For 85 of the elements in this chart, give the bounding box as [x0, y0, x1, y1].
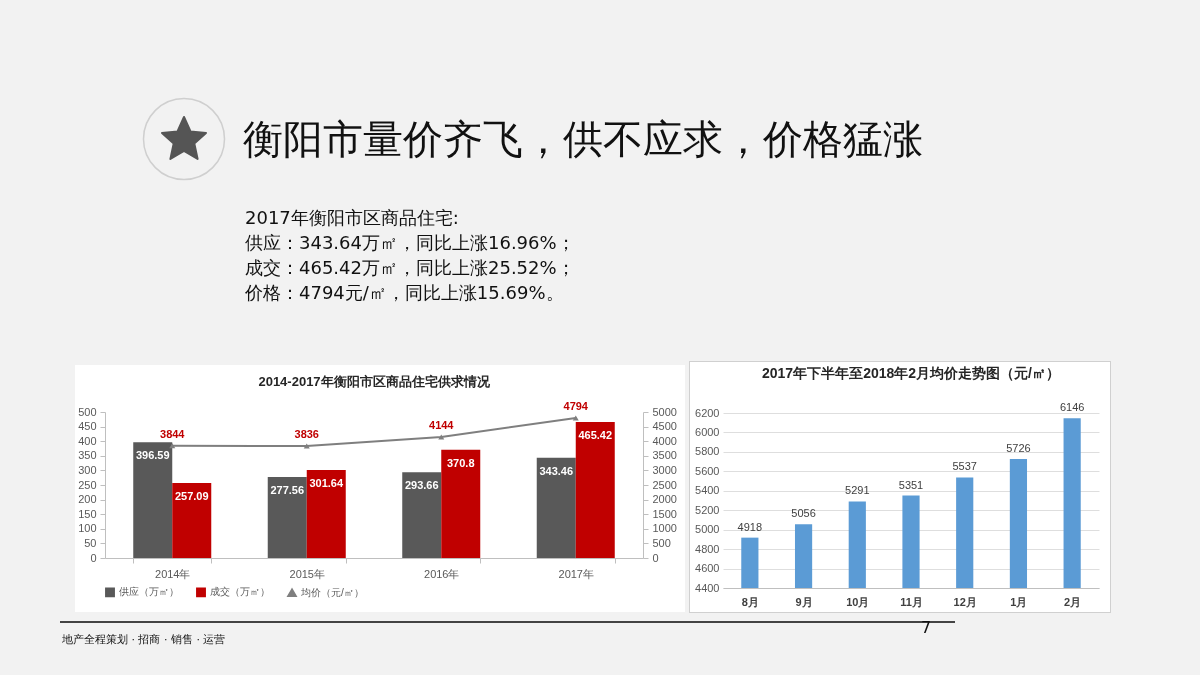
data-label: 343.46	[539, 464, 574, 477]
legend-label: 均价（元/㎡）	[300, 586, 364, 598]
y2-tick-label: 2000	[652, 493, 677, 506]
data-label: 4918	[737, 520, 763, 533]
y-tick-label: 5000	[695, 523, 720, 536]
bar	[441, 449, 481, 558]
y-tick-label: 4400	[695, 581, 720, 594]
text: 价格：4794元/㎡，同比上涨15.69%。	[245, 281, 564, 305]
bar	[536, 457, 576, 558]
y-tick-label: 4600	[695, 562, 720, 575]
x-tick-label: 12月	[953, 595, 977, 608]
bar	[133, 442, 173, 558]
data-label: 5726	[1006, 442, 1031, 455]
point	[438, 434, 445, 440]
x-tick-label: 2015年	[289, 567, 325, 580]
y-tick-label: 6200	[695, 406, 720, 419]
legend-label: 供应（万㎡）	[119, 586, 179, 598]
bar	[172, 482, 212, 558]
y-tick-label: 250	[78, 478, 97, 491]
data-label: 257.09	[174, 489, 209, 502]
y-tick-label: 6000	[695, 425, 720, 438]
data-label: 3844	[160, 427, 186, 440]
y-tick-label: 5600	[695, 464, 720, 477]
data-label: 277.56	[270, 483, 305, 496]
x-tick-label: 2月	[1064, 595, 1082, 608]
text: 地产全程策划 · 招商 · 销售 · 运营	[62, 632, 226, 647]
data-label: 6146	[1059, 401, 1085, 414]
bar	[575, 422, 615, 558]
y-tick-label: 5400	[695, 484, 720, 497]
y2-tick-label: 4000	[652, 434, 677, 447]
y-tick-label: 350	[78, 449, 97, 462]
data-label: 5291	[845, 484, 870, 497]
x-tick-label: 2014年	[155, 567, 191, 580]
y-tick-label: 100	[78, 522, 97, 535]
y-tick-label: 5800	[695, 445, 720, 458]
y2-tick-label: 3000	[652, 463, 677, 476]
data-label: 465.42	[578, 429, 613, 442]
y-tick-label: 450	[78, 420, 97, 433]
bar	[402, 472, 442, 558]
data-label: 293.66	[404, 479, 439, 492]
y-tick-label: 200	[78, 493, 97, 506]
data-label: 370.8	[446, 456, 475, 469]
x-tick-label: 10月	[846, 595, 870, 608]
x-tick-label: 9月	[795, 595, 813, 608]
chart-title: 2014-2017年衡阳市区商品住宅供求情况	[258, 374, 491, 390]
y2-tick-label: 500	[652, 536, 671, 549]
y-tick-label: 500	[78, 405, 97, 418]
y2-tick-label: 1500	[652, 507, 677, 520]
y-tick-label: 4800	[695, 542, 720, 555]
y-tick-label: 300	[78, 463, 97, 476]
y2-tick-label: 0	[652, 551, 659, 564]
data-label: 4794	[563, 400, 589, 413]
data-label: 3836	[294, 427, 319, 440]
text: 成交：465.42万㎡，同比上涨25.52%；	[245, 256, 575, 280]
y-tick-label: 50	[84, 536, 97, 549]
y2-tick-label: 2500	[652, 478, 677, 491]
data-label: 5056	[791, 507, 816, 520]
text: 7	[921, 617, 932, 639]
y-tick-label: 5200	[695, 503, 720, 516]
text: 衡阳市量价齐飞，供不应求，价格猛涨	[243, 115, 923, 164]
y-tick-label: 0	[90, 551, 97, 564]
data-label: 396.59	[135, 449, 170, 462]
data-label: 4144	[429, 419, 455, 431]
bar	[306, 469, 346, 558]
x-tick-label: 2017年	[558, 567, 594, 580]
text: 2017年衡阳市区商品住宅:	[245, 206, 459, 230]
y-tick-label: 150	[78, 507, 97, 520]
x-tick-label: 2016年	[424, 567, 460, 580]
data-label: 301.64	[309, 476, 344, 489]
x-tick-label: 8月	[741, 595, 759, 608]
text: 供应：343.64万㎡，同比上涨16.96%；	[245, 231, 575, 255]
legend-label: 成交（万㎡）	[210, 586, 270, 598]
x-tick-label: 11月	[900, 595, 923, 608]
point	[303, 443, 310, 449]
y-tick-label: 400	[78, 434, 97, 447]
y2-tick-label: 5000	[652, 405, 677, 418]
point	[572, 415, 579, 421]
x-tick-label: 1月	[1010, 595, 1028, 608]
data-label: 5351	[898, 478, 924, 491]
y2-tick-label: 4500	[652, 420, 677, 433]
y2-tick-label: 1000	[652, 522, 677, 535]
bar	[267, 476, 307, 558]
y2-tick-label: 3500	[652, 449, 677, 462]
data-label: 5537	[952, 460, 977, 473]
chart-title: 2017年下半年至2018年2月均价走势图（元/㎡）	[762, 365, 1060, 382]
